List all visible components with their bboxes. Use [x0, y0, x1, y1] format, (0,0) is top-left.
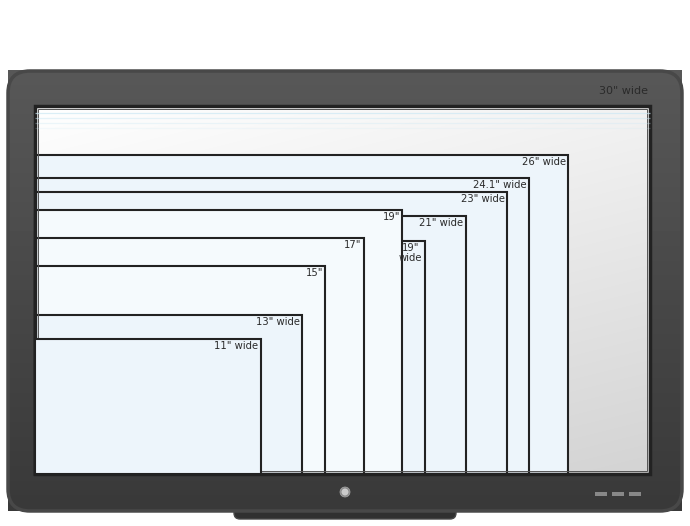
Text: 17": 17" [344, 240, 362, 250]
Bar [8, 495, 682, 511]
Text: 24.1" wide: 24.1" wide [473, 180, 527, 190]
Bar [35, 106, 650, 474]
Bar [8, 231, 682, 247]
FancyBboxPatch shape [8, 71, 682, 511]
Bar [35, 238, 364, 474]
Bar [629, 492, 641, 496]
Bar [35, 241, 424, 474]
FancyBboxPatch shape [234, 501, 456, 519]
Circle shape [340, 487, 350, 497]
Bar [8, 466, 682, 482]
Bar [8, 451, 682, 467]
Bar [35, 178, 529, 474]
Bar [8, 290, 682, 306]
Bar [35, 339, 261, 474]
Bar [38, 109, 647, 471]
Bar [8, 217, 682, 232]
Bar [8, 261, 682, 276]
Text: 30" wide: 30" wide [599, 86, 648, 96]
Bar [8, 99, 682, 115]
Bar [8, 85, 682, 100]
Bar [8, 334, 682, 350]
Bar [8, 143, 682, 159]
Bar [35, 210, 402, 474]
Text: 26" wide: 26" wide [522, 157, 566, 167]
Bar [35, 266, 325, 474]
Polygon shape [305, 474, 385, 504]
Text: 21" wide: 21" wide [420, 218, 464, 228]
Bar [8, 129, 682, 144]
Bar [8, 158, 682, 174]
Bar [35, 216, 466, 474]
Bar [35, 315, 302, 474]
Bar [595, 492, 607, 496]
Text: 19": 19" [383, 212, 400, 222]
Bar [8, 319, 682, 335]
Text: 19"
wide: 19" wide [399, 243, 422, 263]
Bar [8, 114, 682, 130]
Bar [8, 393, 682, 408]
Bar [35, 155, 568, 474]
Bar [8, 187, 682, 203]
Bar [8, 173, 682, 188]
Bar [8, 202, 682, 218]
Bar [8, 246, 682, 261]
Bar [8, 275, 682, 291]
Bar [8, 437, 682, 452]
Text: 15": 15" [306, 268, 323, 278]
Bar [8, 70, 682, 86]
Text: 11" wide: 11" wide [215, 341, 259, 351]
Bar [8, 305, 682, 320]
Circle shape [342, 489, 348, 495]
Bar [8, 349, 682, 365]
Bar [8, 407, 682, 423]
Text: 23" wide: 23" wide [460, 194, 504, 204]
Bar [8, 378, 682, 393]
Bar [35, 192, 506, 474]
Bar [8, 363, 682, 379]
Bar [8, 481, 682, 497]
Bar [8, 422, 682, 438]
Text: 13" wide: 13" wide [255, 317, 299, 327]
Bar [612, 492, 624, 496]
